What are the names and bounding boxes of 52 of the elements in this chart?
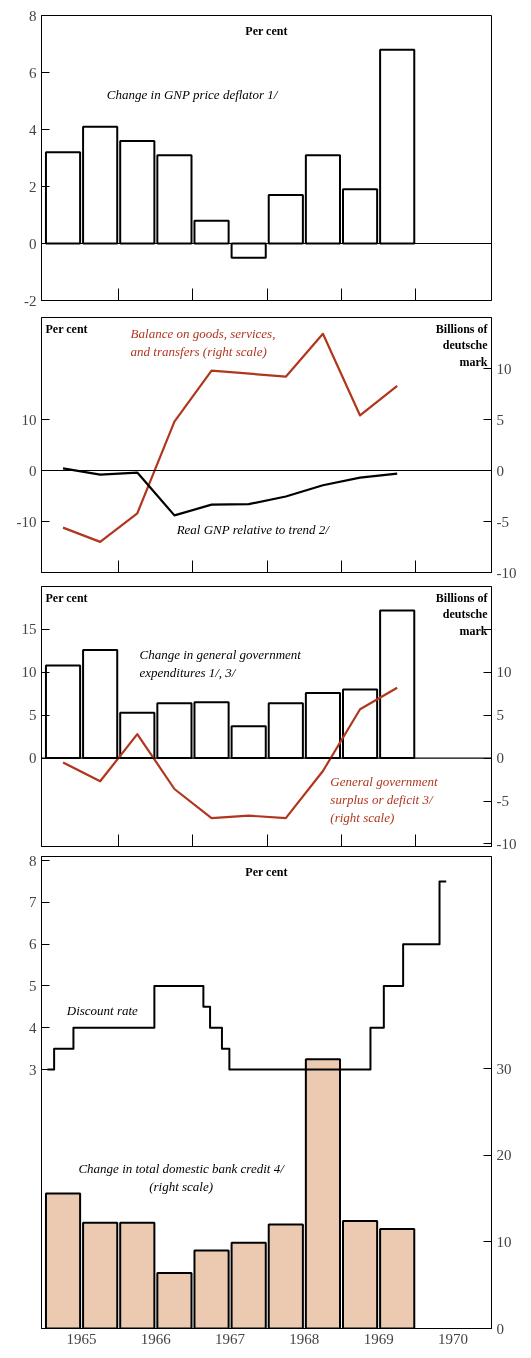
y2-axis-title: Billions of deutsche mark xyxy=(435,590,489,639)
y-tick-label: 0 xyxy=(29,235,37,252)
series-label: Change in general government expenditures 1/, 3/ xyxy=(139,646,302,680)
y2-tick-label: 5 xyxy=(496,707,504,724)
y-axis-title: Per cent xyxy=(45,590,88,605)
y2-tick-label: 0 xyxy=(496,1320,504,1337)
x-tick-label: 1970 xyxy=(437,1330,468,1347)
y-tick-label: 8 xyxy=(29,7,37,24)
y2-tick-label: -5 xyxy=(496,513,509,530)
y-axis-title: Per cent xyxy=(45,321,88,336)
y-tick-label: 4 xyxy=(29,1019,37,1036)
y2-tick-label: 10 xyxy=(496,360,512,377)
x-tick-label: 1969 xyxy=(363,1330,394,1347)
series-label: Real GNP relative to trend 2/ xyxy=(175,521,331,537)
y-tick-label: 6 xyxy=(29,64,37,81)
y-tick-label: 5 xyxy=(29,707,37,724)
y2-tick-label: -10 xyxy=(496,564,517,581)
y2-axis-title: Billions of deutsche mark xyxy=(435,321,489,370)
y-tick-label: 2 xyxy=(29,178,37,195)
y-tick-label: -10 xyxy=(16,513,37,530)
y2-tick-label: 0 xyxy=(496,750,504,767)
y2-tick-label: 20 xyxy=(496,1147,512,1164)
series-label: Discount rate xyxy=(65,1002,139,1018)
y-tick-label: 5 xyxy=(29,977,37,994)
y-tick-label: 8 xyxy=(29,852,37,869)
y-axis-title: Per cent xyxy=(245,864,288,879)
y2-tick-label: 5 xyxy=(496,411,504,428)
series-label: General government surplus or deficit 3/ (right scale) xyxy=(330,774,438,826)
y-axis-title: Per cent xyxy=(245,23,288,38)
y-tick-label: 15 xyxy=(21,621,37,638)
x-tick-label: 1967 xyxy=(215,1330,246,1347)
y-tick-label: 6 xyxy=(29,936,37,953)
series-label: Balance on goods, services, and transfers (right scale) xyxy=(130,325,276,359)
y-tick-label: 4 xyxy=(29,121,37,138)
series-label: Change in GNP price deflator 1/ xyxy=(106,86,279,102)
y-tick-label: 7 xyxy=(29,894,37,911)
x-tick-label: 1965 xyxy=(66,1330,97,1347)
y2-tick-label: -10 xyxy=(496,835,517,852)
x-tick-label: 1966 xyxy=(140,1330,172,1347)
y-tick-label: 0 xyxy=(29,750,37,767)
y2-tick-label: 30 xyxy=(496,1060,512,1077)
series-label: Change in total domestic bank credit 4/ (right scale) xyxy=(78,1161,286,1195)
y-tick-label: 0 xyxy=(29,462,37,479)
y2-tick-label: 10 xyxy=(496,1233,512,1250)
y2-tick-label: -5 xyxy=(496,793,509,810)
y-tick-label: 10 xyxy=(21,664,37,681)
y-tick-label: 3 xyxy=(29,1061,37,1078)
y2-tick-label: 0 xyxy=(496,462,504,479)
y-tick-label: 10 xyxy=(21,411,37,428)
y-tick-label: -2 xyxy=(24,292,37,309)
x-tick-label: 1968 xyxy=(289,1330,320,1347)
y2-tick-label: 10 xyxy=(496,664,512,681)
